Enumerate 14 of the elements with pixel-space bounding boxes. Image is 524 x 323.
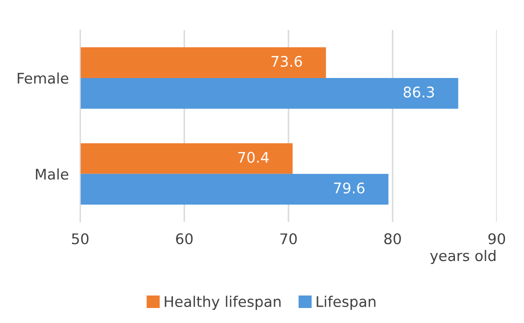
x-tick-label: 70 bbox=[280, 233, 297, 244]
data-label: 79.6 bbox=[334, 182, 364, 194]
y-tick-label: Male bbox=[36, 168, 68, 180]
x-tick-label: 60 bbox=[176, 233, 193, 244]
legend-label: Healthy lifespan bbox=[164, 296, 281, 310]
x-tick-label: 80 bbox=[384, 233, 401, 244]
data-label: 73.6 bbox=[272, 56, 302, 67]
x-axis-title: years old bbox=[430, 250, 496, 264]
y-tick-label: Female bbox=[18, 72, 68, 84]
data-label: 70.4 bbox=[238, 152, 269, 163]
legend-label: Lifespan bbox=[316, 296, 376, 310]
data-label: 86.3 bbox=[404, 86, 434, 98]
x-tick-label: 50 bbox=[72, 233, 88, 244]
x-tick-label: 90 bbox=[488, 233, 506, 244]
